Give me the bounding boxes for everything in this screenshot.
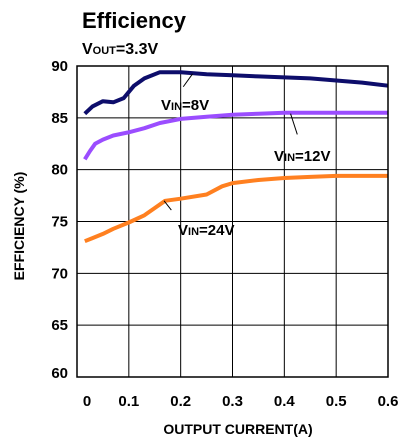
y-tick-label: 85	[51, 110, 68, 127]
series-labels: VIN=8V VIN=12V VIN=24V	[161, 97, 330, 239]
series-line-0	[83, 70, 389, 116]
series-label-0: VIN=8V	[161, 97, 209, 114]
x-tick-label: 0.1	[118, 393, 139, 410]
x-tick-label: 0.3	[222, 393, 243, 410]
chart-subtitle: VOUT=3.3V	[82, 41, 158, 58]
series-line-2	[84, 173, 388, 244]
label-leaders	[163, 73, 298, 211]
label-leader-1	[290, 113, 298, 135]
x-axis-label: OUTPUT CURRENT(A)	[163, 421, 312, 437]
y-tick-label: 80	[51, 162, 68, 179]
label-leader-0	[182, 73, 193, 88]
label-leader-2	[163, 200, 172, 211]
x-tick-label: 0	[83, 393, 91, 410]
y-tick-label: 90	[51, 58, 68, 75]
y-tick-label: 60	[51, 365, 68, 382]
chart-title: Efficiency	[82, 8, 187, 33]
y-tick-label: 65	[51, 317, 68, 334]
x-tick-label: 0.2	[170, 393, 191, 410]
series-label-1: VIN=12V	[274, 148, 330, 165]
x-tick-label: 0.5	[326, 393, 347, 410]
x-tick-label: 0.6	[378, 393, 399, 410]
x-tick-labels: 0 0.1 0.2 0.3 0.4 0.5 0.6	[83, 393, 399, 410]
series-lines	[83, 70, 389, 244]
y-tick-label: 70	[51, 265, 68, 282]
y-axis-label: EFFICIENCY (%)	[11, 172, 27, 281]
y-tick-labels: 60 65 70 75 80 85 90	[51, 58, 68, 382]
y-tick-label: 75	[51, 214, 68, 231]
series-line-1	[83, 110, 388, 161]
series-label-2: VIN=24V	[178, 222, 234, 239]
plot-frame	[76, 65, 389, 378]
x-tick-label: 0.4	[274, 393, 296, 410]
